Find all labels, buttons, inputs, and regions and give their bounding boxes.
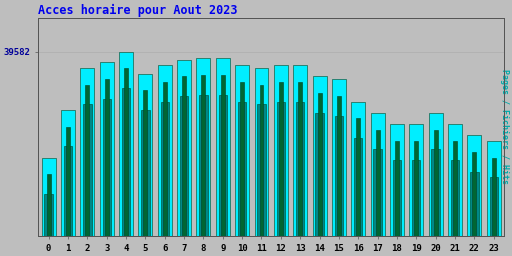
Bar <box>487 141 501 236</box>
Bar <box>197 58 210 236</box>
Bar <box>373 149 382 236</box>
Bar <box>393 160 401 236</box>
Bar <box>317 93 322 236</box>
Bar <box>376 130 379 236</box>
Bar <box>335 116 343 236</box>
Bar <box>432 149 440 236</box>
Bar <box>315 113 324 236</box>
Bar <box>86 85 89 236</box>
Bar <box>66 127 70 236</box>
Bar <box>429 113 443 236</box>
Bar <box>254 68 268 236</box>
Bar <box>390 124 404 236</box>
Text: Acces horaire pour Aout 2023: Acces horaire pour Aout 2023 <box>38 4 238 17</box>
Bar <box>448 124 462 236</box>
Bar <box>354 138 362 236</box>
Bar <box>337 96 341 236</box>
Bar <box>158 65 172 236</box>
Bar <box>180 96 188 236</box>
Bar <box>182 77 186 236</box>
Bar <box>240 82 244 236</box>
Bar <box>163 82 167 236</box>
Bar <box>473 152 476 236</box>
Bar <box>122 88 130 236</box>
Bar <box>296 102 304 236</box>
Bar <box>221 75 225 236</box>
Bar <box>61 110 75 236</box>
Bar <box>177 60 191 236</box>
Bar <box>47 174 51 236</box>
Bar <box>83 104 92 236</box>
Bar <box>279 82 283 236</box>
Bar <box>470 172 479 236</box>
Bar <box>138 74 153 236</box>
Bar <box>451 160 459 236</box>
Y-axis label: Pages / Fichiers / Hits: Pages / Fichiers / Hits <box>500 69 508 184</box>
Bar <box>356 119 360 236</box>
Bar <box>293 65 307 236</box>
Bar <box>235 65 249 236</box>
Bar <box>414 141 418 236</box>
Bar <box>219 95 227 236</box>
Bar <box>105 79 109 236</box>
Bar <box>100 62 114 236</box>
Bar <box>351 102 365 236</box>
Bar <box>41 158 56 236</box>
Bar <box>260 85 264 236</box>
Bar <box>489 177 498 236</box>
Bar <box>238 102 246 236</box>
Bar <box>410 124 423 236</box>
Bar <box>274 65 288 236</box>
Bar <box>102 99 111 236</box>
Bar <box>80 68 94 236</box>
Bar <box>492 158 496 236</box>
Bar <box>258 104 266 236</box>
Bar <box>64 146 72 236</box>
Bar <box>412 160 420 236</box>
Bar <box>143 90 147 236</box>
Bar <box>371 113 385 236</box>
Bar <box>395 141 399 236</box>
Bar <box>467 135 481 236</box>
Bar <box>434 130 438 236</box>
Bar <box>202 75 205 236</box>
Bar <box>141 110 150 236</box>
Bar <box>119 52 133 236</box>
Bar <box>313 77 327 236</box>
Bar <box>124 68 128 236</box>
Bar <box>453 141 457 236</box>
Bar <box>332 79 346 236</box>
Bar <box>199 95 208 236</box>
Bar <box>45 194 53 236</box>
Bar <box>216 58 230 236</box>
Bar <box>161 102 169 236</box>
Bar <box>276 102 285 236</box>
Bar <box>298 82 302 236</box>
